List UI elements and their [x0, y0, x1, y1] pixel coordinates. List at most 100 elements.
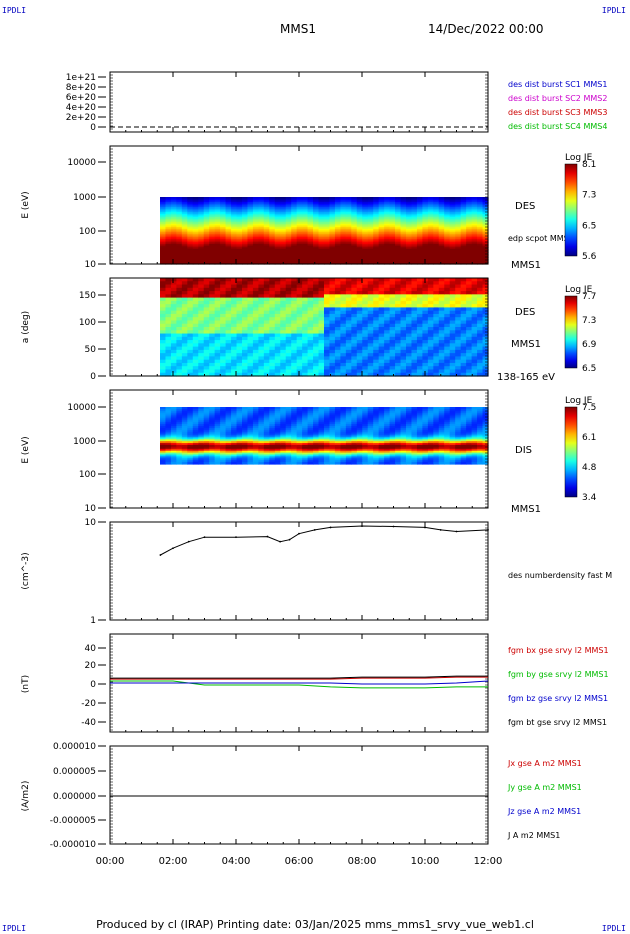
des-energy-cell	[296, 217, 303, 220]
des-energy-cell	[444, 207, 451, 210]
des-energy-cell	[181, 205, 188, 208]
des-energy-cell	[378, 257, 385, 260]
des-energy-cell	[302, 223, 309, 227]
des-pitch-cell	[236, 294, 243, 299]
des-pitch-cell	[406, 323, 413, 328]
des-energy-cell	[280, 258, 287, 262]
des-pitch-cell	[422, 300, 429, 305]
des-pitch-cell	[395, 307, 402, 312]
des-pitch-cell	[438, 294, 445, 299]
des-energy-cell	[324, 262, 331, 265]
des-energy-cell	[165, 235, 172, 238]
des-energy-cell	[307, 208, 314, 211]
des-pitch-cell	[192, 323, 199, 328]
des-energy-cell	[220, 242, 227, 245]
dis-energy-cell	[165, 452, 172, 456]
des-pitch-cell	[302, 307, 309, 312]
des-pitch-cell	[318, 333, 325, 338]
des-pitch-cell	[302, 366, 309, 371]
des-pitch-cell	[247, 356, 254, 361]
des-energy-cell	[192, 237, 199, 240]
dis-energy-cell	[192, 412, 199, 416]
des-energy-cell	[318, 217, 325, 220]
des-pitch-cell	[324, 317, 331, 322]
des-pitch-cell	[274, 304, 281, 308]
des-pitch-cell	[367, 359, 374, 364]
des-energy-cell	[170, 230, 177, 233]
des-pitch-cell	[471, 346, 478, 351]
des-pitch-cell	[455, 317, 462, 322]
des-energy-cell	[427, 200, 434, 203]
des-energy-cell	[373, 205, 380, 208]
dis-energy-cell	[165, 424, 172, 427]
dis-energy-cell	[170, 462, 177, 465]
des-pitch-cell	[471, 281, 478, 286]
des-energy-cell	[477, 212, 484, 215]
dis-energy-cell	[187, 435, 194, 438]
des-energy-cell	[291, 245, 298, 248]
des-energy-cell	[422, 197, 429, 200]
des-pitch-cell	[334, 281, 341, 286]
des-energy-cell	[307, 217, 314, 220]
des-energy-cell	[438, 242, 445, 245]
des-energy-cell	[384, 252, 391, 255]
des-pitch-cell	[209, 284, 216, 289]
des-energy-cell	[170, 198, 177, 201]
des-energy-y-tick-label: 100	[79, 227, 96, 237]
des-pitch-cell	[400, 369, 407, 374]
des-energy-cell	[214, 202, 221, 205]
des-energy-cell	[471, 253, 478, 257]
des-pitch-cell	[329, 356, 336, 361]
des-energy-cell	[477, 248, 484, 252]
des-pitch-cell	[460, 278, 467, 282]
des-pitch-cell	[198, 310, 205, 315]
des-energy-cell	[427, 222, 434, 225]
des-energy-cell	[291, 237, 298, 240]
des-pitch-cell	[356, 372, 363, 377]
des-pitch-cell	[351, 310, 358, 315]
des-energy-cell	[482, 232, 489, 235]
des-energy-cell	[214, 232, 221, 235]
dis-energy-cell	[170, 460, 177, 463]
des-energy-cell	[252, 230, 259, 233]
des-energy-cell	[389, 205, 396, 208]
des-energy-cell	[269, 233, 276, 237]
des-pitch-cell	[384, 327, 391, 331]
des-energy-cell	[340, 245, 347, 248]
des-energy-cell	[416, 232, 423, 235]
dis-energy-cell	[231, 454, 238, 457]
des-energy-cell	[471, 243, 478, 247]
des-energy-cell	[373, 257, 380, 260]
des-energy-cell	[406, 218, 413, 222]
des-energy-cell	[236, 198, 243, 201]
des-energy-cell	[192, 220, 199, 223]
des-energy-cell	[296, 225, 303, 228]
des-energy-cell	[471, 247, 478, 250]
dis-energy-cell	[198, 410, 205, 414]
des-energy-cell	[181, 215, 188, 218]
des-energy-cell	[477, 257, 484, 260]
des-pitch-cell	[406, 294, 413, 299]
des-energy-cell	[340, 222, 347, 225]
des-energy-cell	[422, 220, 429, 223]
des-energy-cell	[225, 230, 232, 233]
des-pitch-cell	[455, 346, 462, 351]
des-pitch-cell	[444, 369, 451, 374]
dis-energy-cell	[236, 429, 243, 433]
des-pitch-cell	[438, 291, 445, 295]
des-pitch-cell	[225, 297, 232, 302]
des-pitch-cell	[220, 333, 227, 338]
des-energy-cell	[471, 255, 478, 258]
des-pitch-cell	[373, 356, 380, 361]
des-pitch-cell	[198, 313, 205, 318]
des-pitch-cell	[181, 340, 188, 344]
des-pitch-cell	[176, 297, 183, 302]
des-energy-cell	[433, 245, 440, 248]
des-energy-cell	[258, 203, 265, 206]
des-pitch-cell	[187, 304, 194, 308]
des-energy-cell	[466, 230, 473, 233]
des-pitch-cell	[252, 333, 259, 338]
des-energy-cell	[395, 252, 402, 255]
des-energy-cell	[170, 238, 177, 242]
des-pitch-cell	[247, 372, 254, 377]
